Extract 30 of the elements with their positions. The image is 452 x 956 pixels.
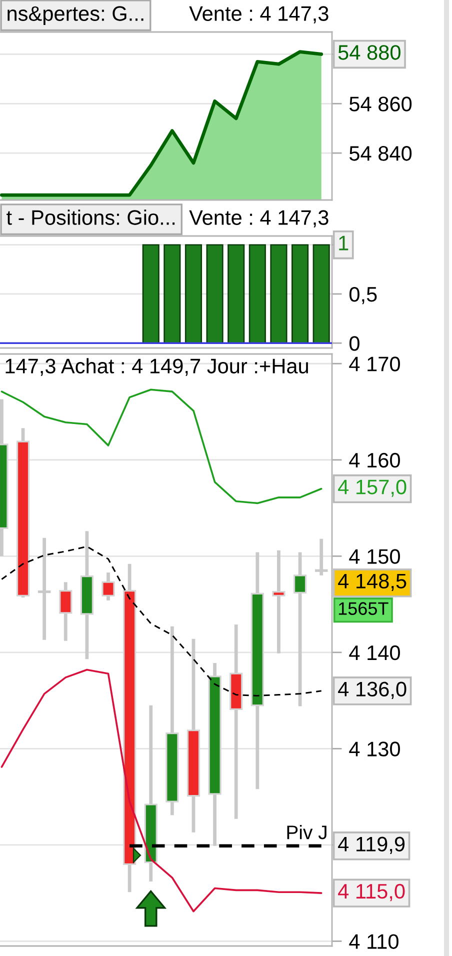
chart-title: 147,3 Achat : 4 149,7 Jour :+Hau (6, 358, 308, 376)
y-tick-label: 54 840 (350, 146, 412, 161)
line-series (0, 388, 322, 504)
y-tick-label: 4 160 (349, 452, 400, 468)
chart-subtitle: Vente : 4 147,3 (189, 6, 328, 24)
text: 4 148,5 (338, 574, 406, 591)
data-label: 4 119,9 (338, 836, 405, 854)
y-tick-label: 4 140 (349, 645, 400, 660)
y-tick-label: 4 130 (349, 742, 400, 756)
y-tick-label: 4 110 (349, 934, 398, 949)
data-label: 1 (339, 236, 348, 250)
y-tick-label: 54 860 (350, 96, 412, 112)
series-label: Piv J (287, 824, 326, 840)
data-label: 4 115,0 (338, 884, 405, 902)
candlestick (59, 582, 72, 641)
y-tick-label: 0 (349, 336, 360, 351)
candlestick (272, 550, 286, 654)
candlestick (102, 572, 115, 600)
data-label: 4 157,0 (338, 480, 406, 497)
data-label: 4 136,0 (338, 682, 406, 699)
line-series (0, 546, 322, 696)
y-tick-label: 0,5 (349, 286, 377, 304)
y-tick-label: 4 150 (349, 549, 400, 564)
text: 1565T (338, 602, 388, 615)
data-label: 54 880 (338, 45, 400, 60)
chart-subtitle: Vente : 4 147,3 (189, 210, 328, 228)
y-tick-label: 4 170 (349, 356, 400, 372)
candlestick (293, 552, 307, 706)
chart-title: t - Positions: Gio... (6, 210, 175, 225)
chart-title: ns&pertes: G... (8, 6, 144, 26)
